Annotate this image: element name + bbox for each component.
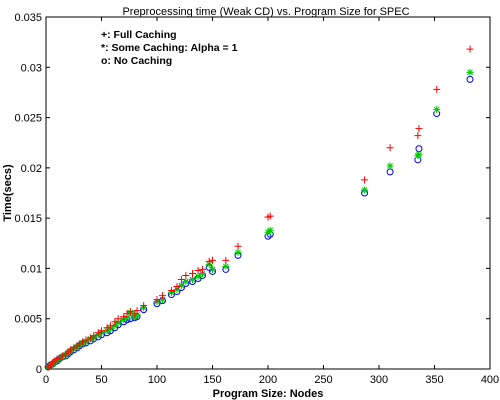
plus-marker [82,336,90,344]
x-tick-label: 0 [43,374,49,386]
y-tick-label: 0.025 [14,113,42,125]
star-marker [159,296,167,304]
plus-marker [90,332,98,340]
plus-marker [177,275,185,283]
star-marker [194,272,202,280]
plus-marker [182,271,190,279]
plus-marker [199,265,207,273]
y-tick-label: 0.005 [14,314,42,326]
plus-marker [266,212,274,220]
circle-marker [466,75,474,83]
plus-marker [140,302,148,310]
plus-marker [126,308,134,316]
star-marker [234,248,242,256]
star-marker [433,106,441,114]
star-marker [361,186,369,194]
plus-marker [386,144,394,152]
star-marker [209,265,216,273]
y-axis-ticks: 0 0.005 0.01 0.015 0.02 0.025 0.03 0.035 [14,12,490,376]
x-tick-label: 350 [425,374,443,386]
y-tick-label: 0.035 [14,12,42,24]
x-tick-label: 300 [370,374,388,386]
legend: +: Full Caching *: Some Caching: Alpha =… [101,29,238,67]
plus-marker [153,296,161,304]
plus-marker [222,256,230,264]
plus-marker [205,257,213,265]
star-marker [386,162,394,170]
plus-marker [120,313,128,321]
plus-marker [361,176,369,184]
x-axis-label: Program Size: Nodes [213,388,324,400]
star-marker [123,314,131,322]
plus-marker [209,256,216,264]
plus-marker [194,266,202,274]
plus-marker [466,45,474,53]
x-tick-label: 400 [481,374,499,386]
star-marker [415,151,423,159]
x-axis-ticks: 0 50 100 150 200 250 300 350 400 [43,17,499,386]
star-marker [177,282,185,290]
star-marker [199,269,207,277]
star-marker [466,68,474,76]
plus-marker [234,242,242,250]
plus-marker [414,132,422,140]
plus-marker [189,269,197,277]
data-markers [44,45,474,371]
star-marker [222,262,230,270]
x-tick-label: 250 [314,374,332,386]
star-marker [189,275,197,283]
plus-marker [133,307,141,315]
x-tick-label: 150 [203,374,221,386]
y-tick-label: 0.03 [21,62,42,74]
plus-marker [433,85,441,93]
y-tick-label: 0.015 [14,213,42,225]
plus-marker [167,287,175,295]
plus-marker [159,292,167,300]
plus-marker [111,318,119,326]
star-marker [111,322,119,330]
chart-title: Preprocessing time (Weak CD) vs. Program… [122,6,409,18]
x-tick-label: 50 [95,374,107,386]
legend-entry-full-caching: +: Full Caching [101,29,177,41]
star-marker [133,311,141,319]
y-tick-label: 0 [36,364,42,376]
y-axis-label: Time(secs) [2,164,14,222]
plus-marker [114,315,122,323]
plus-marker [98,327,105,335]
legend-entry-some-caching: *: Some Caching: Alpha = 1 [101,42,238,54]
y-tick-label: 0.02 [21,163,42,175]
plus-marker [106,322,114,330]
plus-marker [415,125,423,133]
star-marker [266,226,274,234]
series-plus [44,45,474,371]
plus-marker [173,283,181,291]
star-marker [182,278,190,286]
x-tick-label: 100 [148,374,166,386]
x-tick-label: 200 [259,374,277,386]
y-tick-label: 0.01 [21,263,42,275]
star-marker [114,319,122,327]
legend-entry-no-caching: o: No Caching [101,55,172,67]
